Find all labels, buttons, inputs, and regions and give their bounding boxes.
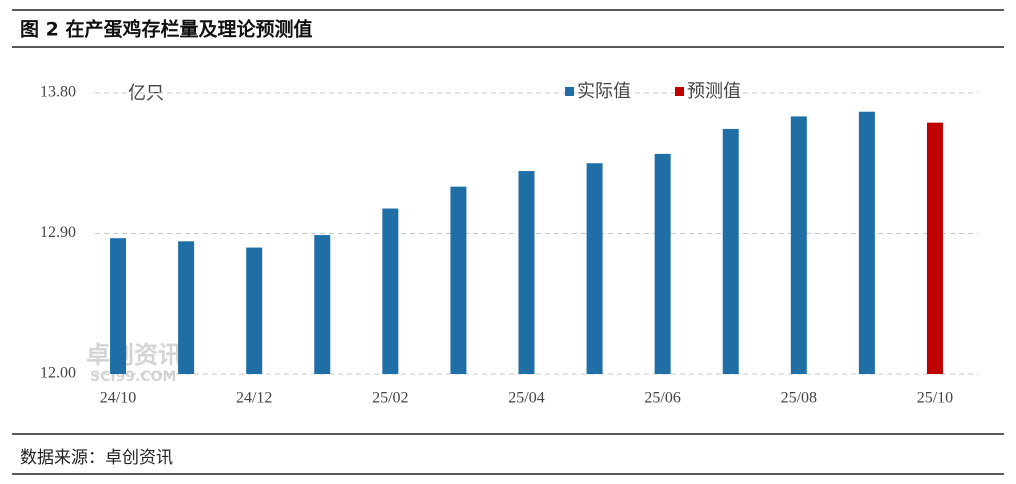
- bar: [382, 208, 399, 374]
- source: 数据来源：卓创资讯: [20, 448, 173, 468]
- legend-swatch: [565, 87, 574, 96]
- x-tick-label: 24/12: [236, 390, 272, 407]
- bar: [450, 186, 467, 374]
- bar: [654, 153, 671, 374]
- x-tick-label: 25/06: [644, 390, 680, 407]
- x-tick-label: 25/08: [781, 390, 817, 407]
- chart-title: 图 2 在产蛋鸡存栏量及理论预测值: [20, 18, 312, 41]
- watermark: 卓创资讯: [86, 341, 182, 369]
- bar: [790, 116, 807, 375]
- x-tick-label: 25/02: [372, 390, 408, 407]
- bar: [518, 171, 535, 374]
- bar: [722, 128, 739, 374]
- bar: [246, 247, 263, 374]
- x-tick-label: 24/10: [100, 390, 136, 407]
- watermark: SCI99.COM: [90, 369, 176, 385]
- legend-swatch: [675, 87, 684, 96]
- x-tick-label: 25/10: [917, 390, 953, 407]
- bar: [926, 122, 943, 375]
- bar: [178, 241, 195, 374]
- bar: [586, 163, 603, 374]
- y-unit: 亿只: [128, 83, 164, 104]
- bar: [858, 111, 875, 374]
- y-tick-label: 12.90: [40, 224, 76, 241]
- legend-label: 实际值: [577, 81, 631, 102]
- x-tick-label: 25/04: [508, 390, 544, 407]
- bar: [314, 235, 331, 374]
- y-tick-label: 13.80: [40, 84, 76, 101]
- y-tick-label: 12.00: [40, 365, 76, 382]
- legend-label: 预测值: [687, 81, 741, 102]
- bar: [110, 238, 127, 374]
